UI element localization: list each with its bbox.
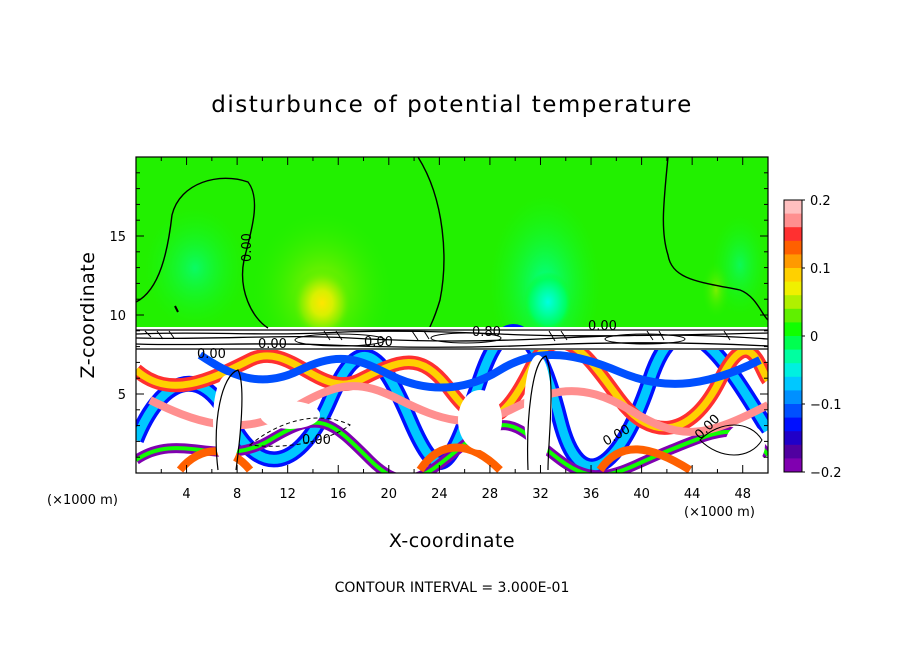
white-eddy <box>458 390 502 450</box>
contour-line <box>174 305 179 313</box>
x-tick-label: 8 <box>233 487 241 502</box>
colorbar-swatch <box>784 363 802 378</box>
colorbar-swatch <box>784 404 802 419</box>
x-tick-label: 28 <box>482 487 499 502</box>
colorbar-swatch <box>784 417 802 432</box>
colorbar-swatch <box>784 336 802 351</box>
y-axis-label: Z-coordinate <box>77 252 99 379</box>
colorbar-swatch <box>784 281 802 296</box>
contour-label: 0.80 <box>472 325 501 340</box>
x-axis: 4 8 12 16 20 24 28 32 36 40 44 48 <box>160 157 751 502</box>
chart-title: disturbunce of potential temperature <box>211 92 693 118</box>
y-tick-label: 5 <box>118 388 126 403</box>
warm-anomaly-core <box>292 268 352 338</box>
lower-turbulent-layer <box>136 324 768 473</box>
contour-line <box>662 157 768 321</box>
contour-line <box>144 330 731 342</box>
x-axis-label: X-coordinate <box>389 530 515 552</box>
x-unit-label-right: (×1000 m) <box>684 505 755 520</box>
x-tick-label: 44 <box>684 487 701 502</box>
contour-label: 0.00 <box>197 347 226 362</box>
turbulence-band <box>197 350 762 392</box>
y-tick-label: 10 <box>109 309 126 324</box>
x-tick-label: 32 <box>532 487 549 502</box>
white-eddy <box>213 375 241 465</box>
contour-line <box>417 157 445 328</box>
cold-anomaly-core <box>524 272 572 332</box>
contour-label: 0.00 <box>364 335 393 350</box>
contour-line <box>527 355 552 471</box>
plot-area <box>136 157 768 473</box>
x-tick-label: 20 <box>381 487 398 502</box>
inversion-band <box>136 327 768 350</box>
contour-line <box>215 369 243 471</box>
x-tick-label: 12 <box>279 487 296 502</box>
colorbar-swatch <box>784 431 802 446</box>
contour-line <box>248 417 351 447</box>
colorbar-swatch <box>784 308 802 323</box>
colorbar-tick-label: 0.1 <box>810 262 831 277</box>
colorbar-swatch <box>784 200 802 215</box>
colorbar-tick-label: 0 <box>810 330 818 345</box>
contour-line <box>136 177 269 329</box>
white-eddy <box>524 355 552 465</box>
inversion-cell <box>604 333 686 345</box>
white-eddy <box>260 401 320 429</box>
inversion-cell <box>294 333 386 347</box>
colorbar-swatch <box>784 322 802 337</box>
colorbar-swatch <box>784 213 802 228</box>
colorbar-swatch <box>784 240 802 255</box>
contour-label: 0.00 <box>302 433 331 448</box>
turbulence-band <box>176 443 693 473</box>
contour-line <box>699 424 763 456</box>
contour-label: 0.00 <box>588 319 617 334</box>
colorbar-swatch <box>784 254 802 269</box>
colorbar-swatch <box>784 295 802 310</box>
colorbar-swatch <box>784 376 802 391</box>
x-tick-label: 4 <box>182 487 190 502</box>
colorbar-swatch <box>784 390 802 405</box>
colorbar-swatch <box>784 349 802 364</box>
contour-label: 0.00 <box>258 337 287 352</box>
y-tick-label: 15 <box>109 230 126 245</box>
colorbar-swatch <box>784 268 802 283</box>
colorbar-tick-label: 0.2 <box>810 194 831 209</box>
colorbar-tick-label: −0.1 <box>810 398 842 413</box>
x-tick-label: 24 <box>431 487 448 502</box>
colorbar-swatch <box>784 444 802 459</box>
white-eddy <box>725 423 765 467</box>
contour-label: 0.00 <box>240 233 255 262</box>
x-tick-label: 40 <box>633 487 650 502</box>
x-tick-label: 36 <box>583 487 600 502</box>
inversion-cell <box>430 332 502 344</box>
colorbar-swatch <box>784 227 802 242</box>
y-axis: 5 10 15 <box>109 172 768 458</box>
colorbar: 0.2 0.1 0 −0.1 −0.2 <box>783 194 842 481</box>
x-unit-label-left: (×1000 m) <box>47 493 118 508</box>
colorbar-swatch <box>784 458 802 473</box>
colorbar-tick-label: −0.2 <box>810 466 842 481</box>
contour-line <box>136 329 768 350</box>
x-tick-label: 48 <box>734 487 751 502</box>
contour-interval-note: CONTOUR INTERVAL = 3.000E-01 <box>335 580 570 596</box>
x-tick-label: 16 <box>330 487 347 502</box>
left-mint-patch <box>145 208 245 328</box>
right-lime-patch <box>702 262 730 318</box>
